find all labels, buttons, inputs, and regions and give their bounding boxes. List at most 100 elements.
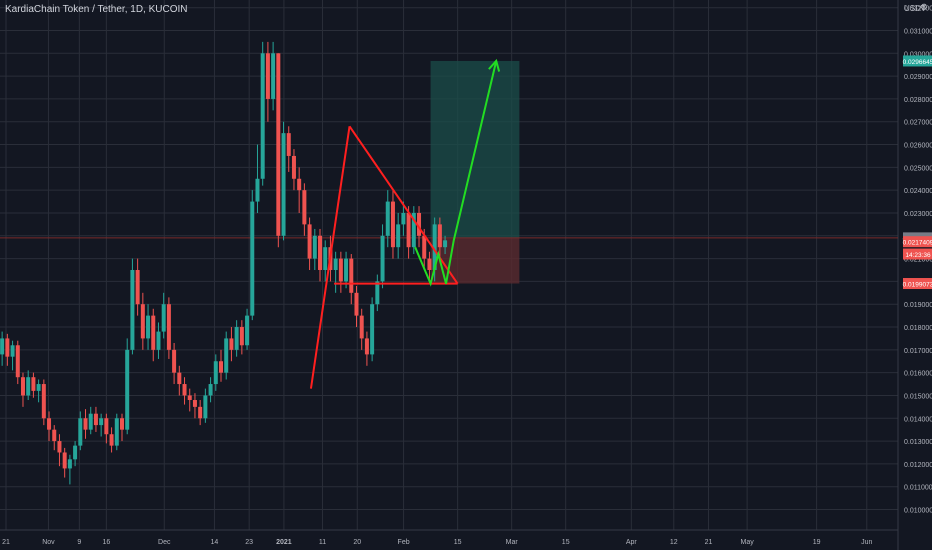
x-tick-label: Feb xyxy=(398,539,410,546)
candle-body xyxy=(219,361,224,373)
candle-body xyxy=(380,235,385,282)
candle-body xyxy=(245,315,250,346)
candle-body xyxy=(411,212,416,248)
candle-body xyxy=(203,395,208,419)
candle-body xyxy=(10,345,15,357)
candle-body xyxy=(73,445,78,460)
candle-body xyxy=(52,429,57,442)
candle-body xyxy=(323,247,328,270)
candle-body xyxy=(255,178,260,202)
x-tick-label: 15 xyxy=(562,539,570,546)
candle-body xyxy=(307,224,312,259)
candle-body xyxy=(401,212,406,225)
candle-body xyxy=(239,327,244,346)
settings-gear-icon[interactable]: ⚙ xyxy=(920,2,929,12)
candle-body xyxy=(47,418,52,430)
candle-body xyxy=(427,258,432,270)
candle-body xyxy=(260,53,265,179)
x-tick-label: 16 xyxy=(102,539,110,546)
x-tick-label: 21 xyxy=(2,539,10,546)
candle-body xyxy=(375,281,380,305)
price-axis-label: 14:23:36 xyxy=(905,252,931,259)
candle-body xyxy=(234,327,239,350)
x-tick-label: 15 xyxy=(454,539,462,546)
price-axis-label: 0.0217409 xyxy=(903,240,932,247)
candle-body xyxy=(208,384,213,396)
x-tick-label: 19 xyxy=(813,539,821,546)
candle-body xyxy=(177,372,182,385)
candle-body xyxy=(198,406,203,419)
x-tick-label: 21 xyxy=(705,539,713,546)
candle-body xyxy=(114,418,119,446)
candle-body xyxy=(333,258,338,270)
candle-body xyxy=(406,212,411,248)
candle-body xyxy=(318,235,323,270)
triangle-rising-edge xyxy=(309,126,351,389)
candle-body xyxy=(422,235,427,259)
price-axis-label-bg xyxy=(903,55,932,67)
price-axis-label: 0.0199073 xyxy=(903,282,932,289)
candle-body xyxy=(370,304,375,355)
candle-body xyxy=(417,212,422,236)
candle-body xyxy=(109,434,114,446)
candle-body xyxy=(443,240,448,248)
projection-path xyxy=(414,60,498,287)
candle-body xyxy=(359,315,364,339)
candle-body xyxy=(385,201,390,236)
candle-body xyxy=(192,400,197,407)
candle-body xyxy=(5,338,10,357)
x-tick-label: Jun xyxy=(861,539,872,546)
candle-body xyxy=(302,190,307,225)
candle-body xyxy=(437,224,442,248)
candle-body xyxy=(297,178,302,191)
candle-body xyxy=(93,413,98,426)
candle-body xyxy=(88,413,93,430)
x-tick-label: 20 xyxy=(353,539,361,546)
x-tick-label: 14 xyxy=(211,539,219,546)
candle-body xyxy=(166,304,171,350)
candle-body xyxy=(291,155,296,179)
projection-arrowhead xyxy=(488,58,501,72)
candle-body xyxy=(20,377,25,396)
x-tick-label: 2021 xyxy=(276,539,292,546)
candle-body xyxy=(161,304,166,332)
price-axis-label-bg xyxy=(903,236,932,248)
candle-body xyxy=(125,349,130,430)
price-axis-label-bg xyxy=(903,248,932,260)
candle-body xyxy=(281,133,286,236)
candle-body xyxy=(364,338,369,355)
candle-body xyxy=(312,235,317,259)
candle-body xyxy=(15,345,20,378)
x-tick-label: Apr xyxy=(626,539,638,546)
x-tick-label: Nov xyxy=(42,539,55,546)
candle-body xyxy=(156,331,161,350)
candle-body xyxy=(140,304,145,339)
candle-body xyxy=(396,224,401,248)
candle-body xyxy=(99,418,104,426)
price-axis-label-bg xyxy=(903,278,932,290)
candle-body xyxy=(338,258,343,282)
candle-body xyxy=(271,53,276,99)
candle-body xyxy=(182,384,187,396)
x-tick-label: May xyxy=(741,539,755,546)
currency-unit-label: USDT xyxy=(904,4,926,13)
candle-body xyxy=(36,384,41,391)
candle-body xyxy=(250,201,255,316)
